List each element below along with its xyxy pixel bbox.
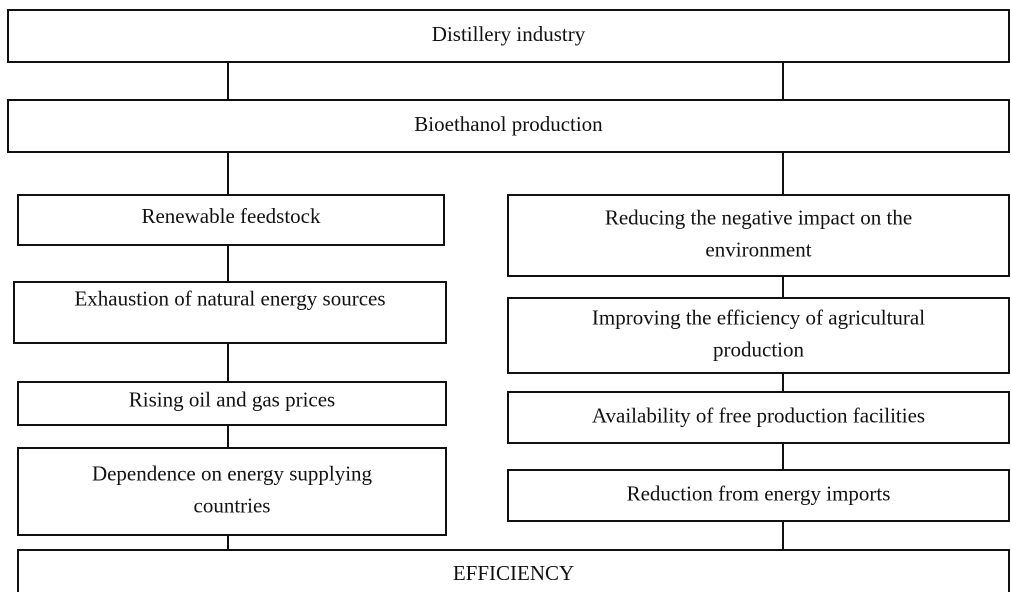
node-box	[17, 194, 445, 246]
node-box	[17, 381, 447, 426]
node-label: EFFICIENCY	[453, 561, 574, 585]
node-label: Distillery industry	[432, 22, 586, 46]
node-box	[507, 194, 1010, 277]
node-box	[7, 9, 1010, 63]
node-label: Renewable feedstock	[141, 204, 321, 228]
node-box	[13, 281, 447, 344]
node-label: Bioethanol production	[414, 112, 603, 136]
node-box	[507, 297, 1010, 374]
node: Availability of free production faciliti…	[507, 391, 1010, 444]
node-label: Reduction from energy imports	[627, 481, 891, 505]
node-label: Rising oil and gas prices	[129, 387, 335, 411]
node: Exhaustion of natural energy sources	[13, 281, 447, 344]
node-label: Reducing the negative impact on the	[605, 205, 912, 229]
node-label: production	[713, 337, 804, 361]
node: Reducing the negative impact on the envir…	[507, 194, 1010, 277]
node-label: countries	[194, 493, 271, 517]
node-box	[507, 469, 1010, 522]
node: Bioethanol production	[7, 99, 1010, 153]
node: Renewable feedstock	[17, 194, 445, 246]
node-label: Dependence on energy supplying	[92, 461, 373, 485]
node: Reduction from energy imports	[507, 469, 1010, 522]
node-label: Improving the efficiency of agricultural	[592, 305, 925, 329]
node: Rising oil and gas prices	[17, 381, 447, 426]
node-label: environment	[705, 237, 811, 261]
node-box	[507, 391, 1010, 444]
node-box	[17, 447, 447, 536]
connectors	[227, 62, 784, 550]
node: EFFICIENCY	[17, 549, 1010, 592]
node-box	[17, 549, 1010, 592]
node-label: Availability of free production faciliti…	[592, 403, 925, 427]
node: Distillery industry	[7, 9, 1010, 63]
node-label: Exhaustion of natural energy sources	[74, 286, 385, 310]
node-box	[7, 99, 1010, 153]
node: Dependence on energy supplying countries	[17, 447, 447, 536]
node: Improving the efficiency of agricultural…	[507, 297, 1010, 374]
